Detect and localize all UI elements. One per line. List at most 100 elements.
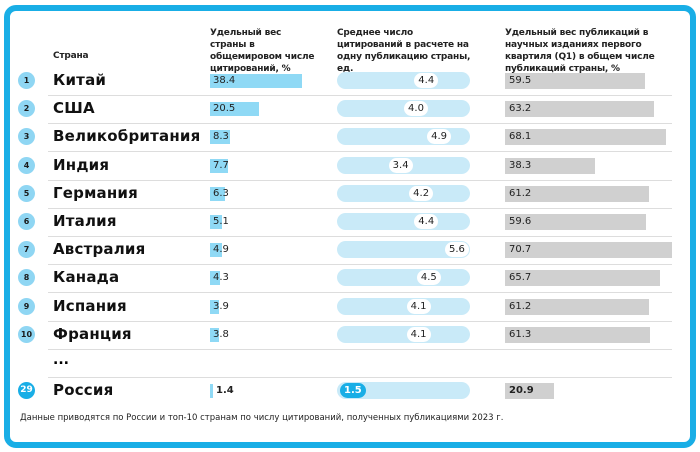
q1-bar	[505, 101, 655, 118]
q1-bar	[505, 73, 646, 89]
q1-label: 61.2	[509, 187, 532, 199]
cites-pill	[337, 297, 470, 315]
share-label: 1.4	[216, 385, 234, 396]
footnote: Данные приводятся по России и топ-10 стр…	[20, 413, 504, 423]
cites-pill	[337, 241, 470, 259]
q1-label: 70.7	[509, 244, 532, 256]
share-label: 8.3	[213, 131, 229, 143]
cites-label: 4.1	[406, 326, 431, 342]
q1-label: 61.2	[509, 300, 532, 312]
row-separator	[48, 320, 672, 322]
header-q1: Удельный вес публикаций в научных издани…	[505, 28, 655, 74]
rank-badge: 7	[18, 241, 35, 259]
row-separator	[48, 95, 672, 96]
share-bar	[210, 186, 226, 201]
row-separator	[48, 236, 672, 237]
table-row: 8 Канада 4.3 4.5 65.7	[0, 264, 700, 292]
table-row: 6 Италия 5.1 4.4 59.6	[0, 208, 700, 236]
table-row: 4 Индия 7.7 3.4 38.3	[0, 152, 700, 180]
cites-pill	[337, 382, 470, 399]
rank-badge: 8	[18, 269, 35, 287]
q1-label: 63.2	[509, 103, 532, 115]
q1-label: 38.3	[509, 159, 532, 171]
row-separator	[48, 377, 672, 378]
share-label: 4.3	[213, 272, 229, 284]
rank-badge: 29	[18, 382, 35, 399]
cites-label: 3.4	[388, 157, 413, 173]
q1-bar	[505, 129, 666, 146]
table-row: 9 Испания 3.9 4.1 61.2	[0, 293, 700, 321]
rank-badge: 10	[18, 325, 35, 343]
rank-badge: 6	[18, 213, 35, 230]
share-label: 38.4	[213, 75, 236, 86]
header-cites: Среднее число цитирований в расчете на о…	[337, 28, 471, 74]
row-separator	[48, 179, 672, 181]
q1-bar	[505, 298, 650, 315]
share-bar	[210, 327, 220, 342]
country-name: Франция	[53, 324, 132, 343]
table-row: 3 Великобритания 8.3 4.9 68.1	[0, 123, 700, 151]
cites-label: 4.0	[404, 101, 428, 117]
country-name: Австралия	[53, 240, 146, 259]
cites-label: 4.4	[414, 73, 439, 88]
share-label: 7.7	[213, 159, 229, 171]
cites-pill	[337, 325, 470, 343]
cites-label: 4.1	[406, 298, 431, 314]
rank-badge: 3	[18, 128, 35, 146]
share-label: 3.9	[213, 300, 229, 312]
row-separator	[48, 207, 672, 209]
header-country: Страна	[53, 51, 89, 61]
q1-bar	[505, 157, 596, 174]
country-name: Италия	[53, 212, 117, 230]
cites-label: 4.2	[409, 185, 434, 201]
cites-label: 5.6	[444, 242, 469, 258]
rank-badge: 4	[18, 156, 35, 174]
country-name: Великобритания	[53, 127, 201, 146]
row-separator	[48, 264, 672, 266]
table-row: 7 Австралия 4.9 5.6 70.7	[0, 236, 700, 264]
cites-label: 4.4	[414, 214, 439, 229]
cites-pill	[337, 72, 470, 89]
q1-bar	[505, 326, 650, 343]
q1-bar	[505, 185, 650, 202]
cites-pill	[337, 184, 470, 202]
ellipsis: ...	[53, 352, 69, 368]
country-name: Индия	[53, 155, 110, 174]
share-bar	[210, 384, 214, 398]
share-label: 3.8	[213, 328, 229, 340]
q1-bar	[505, 242, 672, 259]
share-bar	[210, 243, 222, 258]
country-name: Канада	[53, 268, 120, 287]
row-separator	[48, 348, 672, 350]
rank-badge: 1	[18, 72, 35, 89]
q1-bar	[505, 214, 646, 230]
q1-label: 59.6	[509, 216, 532, 227]
cites-label: 4.9	[427, 129, 452, 145]
q1-label: 65.7	[509, 272, 532, 284]
country-name: Китай	[53, 71, 107, 89]
share-label: 4.9	[213, 244, 229, 256]
q1-label: 68.1	[509, 131, 532, 143]
row-separator	[48, 123, 672, 125]
country-name: Россия	[53, 381, 114, 399]
rank-badge: 2	[18, 100, 35, 118]
cites-pill	[337, 213, 470, 230]
q1-label: 61.3	[509, 328, 532, 340]
q1-label: 59.5	[509, 75, 532, 86]
rank-badge: 5	[18, 184, 35, 202]
table-row: 2 США 20.5 4.0 63.2	[0, 95, 700, 123]
share-label: 5.1	[213, 216, 229, 227]
share-bar	[210, 130, 230, 145]
share-bar	[210, 102, 260, 117]
share-bar	[210, 158, 229, 173]
q1-bar	[505, 383, 555, 399]
row-separator	[48, 292, 672, 294]
table-row: 10 Франция 3.8 4.1 61.3	[0, 321, 700, 349]
share-label: 6.3	[213, 187, 229, 199]
rank-badge: 9	[18, 297, 35, 315]
table-row: 1 Китай 38.4 4.4 59.5	[0, 67, 700, 95]
country-name: Германия	[53, 183, 138, 202]
share-label: 20.5	[213, 103, 236, 115]
q1-label: 20.9	[509, 385, 534, 396]
country-name: США	[53, 99, 95, 118]
